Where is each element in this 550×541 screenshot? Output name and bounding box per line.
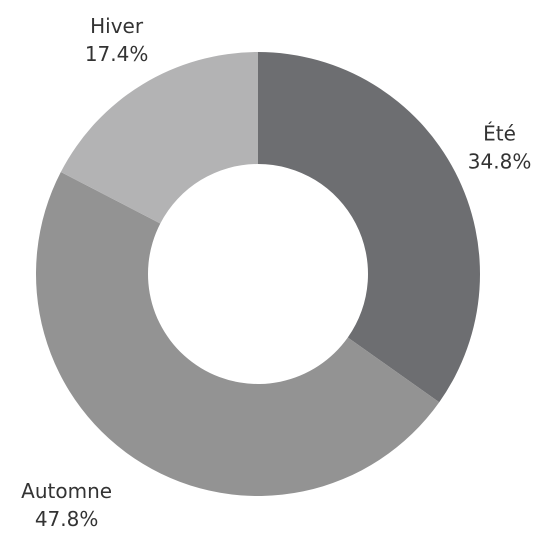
slice-label: Été [483, 121, 516, 145]
slice-value-label: 17.4% [85, 42, 149, 66]
donut-slice [35, 171, 440, 497]
slice-label: Automne [21, 479, 112, 503]
slice-label: Hiver [90, 14, 144, 38]
slice-value-label: 34.8% [468, 149, 532, 173]
donut-slice [60, 52, 258, 224]
donut-slice [258, 52, 481, 403]
slice-value-label: 47.8% [35, 507, 99, 531]
